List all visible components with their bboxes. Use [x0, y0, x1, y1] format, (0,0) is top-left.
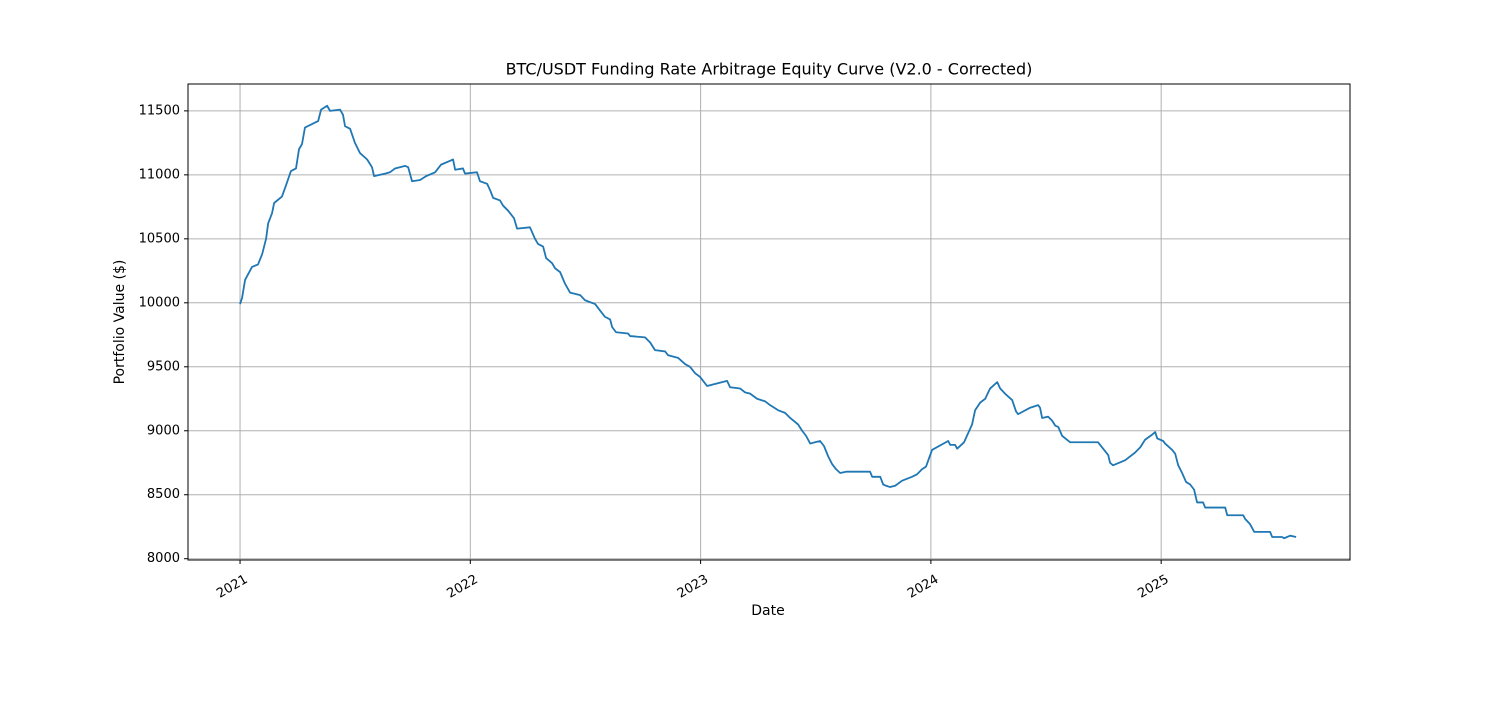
equity-line	[239, 104, 1297, 540]
x-axis-label: Date	[751, 603, 784, 619]
y-tick-label: 11000	[139, 167, 180, 182]
y-tick-label: 11500	[139, 103, 180, 118]
y-tick-label: 9500	[147, 359, 180, 374]
plot-frame	[187, 83, 1351, 561]
y-tick-label: 8000	[147, 551, 180, 566]
chart-title: BTC/USDT Funding Rate Arbitrage Equity C…	[506, 60, 1033, 79]
y-tick-label: 8500	[147, 487, 180, 502]
y-tick-label: 10500	[139, 231, 180, 246]
y-axis-label: Portfolio Value ($)	[112, 260, 128, 385]
y-tick-label: 10000	[139, 295, 180, 310]
y-tick-label: 9000	[147, 423, 180, 438]
